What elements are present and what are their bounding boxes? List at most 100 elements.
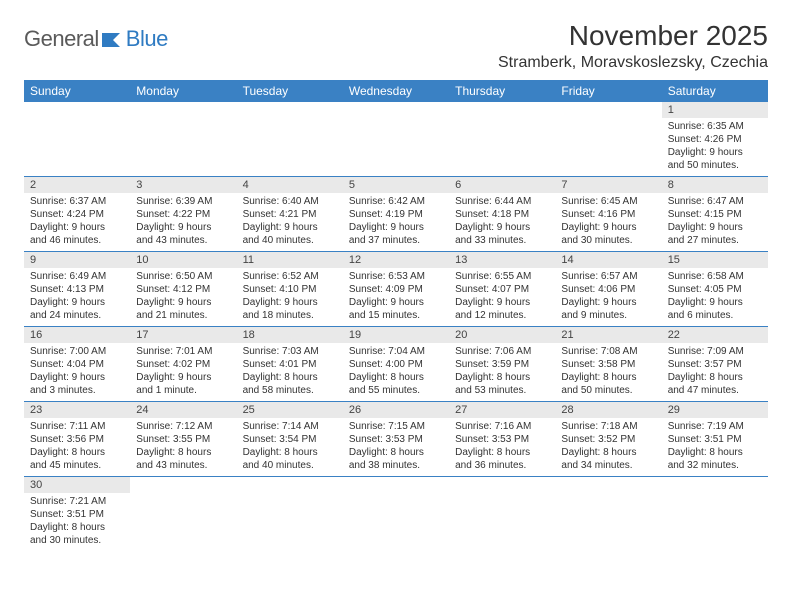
calendar-cell: 3Sunrise: 6:39 AMSunset: 4:22 PMDaylight… — [130, 177, 236, 252]
calendar-cell — [237, 102, 343, 177]
day-body: Sunrise: 6:47 AMSunset: 4:15 PMDaylight:… — [662, 193, 768, 251]
day-sunrise: Sunrise: 7:08 AM — [561, 345, 655, 358]
day-day1: Daylight: 8 hours — [561, 371, 655, 384]
day-day2: and 1 minute. — [136, 384, 230, 397]
day-sunrise: Sunrise: 6:35 AM — [668, 120, 762, 133]
day-day2: and 38 minutes. — [349, 459, 443, 472]
day-day1: Daylight: 9 hours — [243, 296, 337, 309]
calendar-row: 1Sunrise: 6:35 AMSunset: 4:26 PMDaylight… — [24, 102, 768, 177]
logo-text-blue: Blue — [126, 26, 168, 52]
day-body: Sunrise: 6:53 AMSunset: 4:09 PMDaylight:… — [343, 268, 449, 326]
day-body: Sunrise: 7:00 AMSunset: 4:04 PMDaylight:… — [24, 343, 130, 401]
day-sunset: Sunset: 4:04 PM — [30, 358, 124, 371]
day-day2: and 24 minutes. — [30, 309, 124, 322]
calendar-cell — [343, 477, 449, 552]
calendar-cell: 20Sunrise: 7:06 AMSunset: 3:59 PMDayligh… — [449, 327, 555, 402]
day-sunset: Sunset: 3:53 PM — [455, 433, 549, 446]
calendar-cell: 7Sunrise: 6:45 AMSunset: 4:16 PMDaylight… — [555, 177, 661, 252]
day-day1: Daylight: 8 hours — [30, 521, 124, 534]
day-day2: and 47 minutes. — [668, 384, 762, 397]
day-day1: Daylight: 9 hours — [30, 296, 124, 309]
day-sunset: Sunset: 3:58 PM — [561, 358, 655, 371]
weekday-header: Wednesday — [343, 80, 449, 102]
day-day2: and 34 minutes. — [561, 459, 655, 472]
day-day1: Daylight: 9 hours — [136, 221, 230, 234]
day-sunrise: Sunrise: 6:52 AM — [243, 270, 337, 283]
day-sunset: Sunset: 4:21 PM — [243, 208, 337, 221]
calendar-cell: 23Sunrise: 7:11 AMSunset: 3:56 PMDayligh… — [24, 402, 130, 477]
day-day2: and 50 minutes. — [668, 159, 762, 172]
day-day1: Daylight: 8 hours — [349, 446, 443, 459]
day-day1: Daylight: 9 hours — [136, 371, 230, 384]
logo-text-general: General — [24, 26, 99, 52]
day-number: 26 — [343, 402, 449, 418]
title-block: November 2025 Stramberk, Moravskoslezsky… — [498, 20, 768, 72]
weekday-header: Friday — [555, 80, 661, 102]
day-sunset: Sunset: 3:52 PM — [561, 433, 655, 446]
day-number: 20 — [449, 327, 555, 343]
day-body: Sunrise: 6:39 AMSunset: 4:22 PMDaylight:… — [130, 193, 236, 251]
calendar-cell: 19Sunrise: 7:04 AMSunset: 4:00 PMDayligh… — [343, 327, 449, 402]
calendar-cell: 13Sunrise: 6:55 AMSunset: 4:07 PMDayligh… — [449, 252, 555, 327]
calendar-row: 16Sunrise: 7:00 AMSunset: 4:04 PMDayligh… — [24, 327, 768, 402]
day-sunset: Sunset: 3:57 PM — [668, 358, 762, 371]
header: General Blue November 2025 Stramberk, Mo… — [24, 20, 768, 72]
day-number: 25 — [237, 402, 343, 418]
calendar-cell: 8Sunrise: 6:47 AMSunset: 4:15 PMDaylight… — [662, 177, 768, 252]
day-number: 19 — [343, 327, 449, 343]
day-day1: Daylight: 8 hours — [136, 446, 230, 459]
weekday-header: Tuesday — [237, 80, 343, 102]
day-day1: Daylight: 9 hours — [30, 221, 124, 234]
day-day1: Daylight: 9 hours — [455, 296, 549, 309]
day-body: Sunrise: 7:21 AMSunset: 3:51 PMDaylight:… — [24, 493, 130, 551]
day-sunset: Sunset: 4:26 PM — [668, 133, 762, 146]
weekday-header: Thursday — [449, 80, 555, 102]
calendar-cell: 6Sunrise: 6:44 AMSunset: 4:18 PMDaylight… — [449, 177, 555, 252]
day-day2: and 27 minutes. — [668, 234, 762, 247]
day-day2: and 32 minutes. — [668, 459, 762, 472]
day-day2: and 40 minutes. — [243, 234, 337, 247]
day-number: 16 — [24, 327, 130, 343]
day-day1: Daylight: 9 hours — [136, 296, 230, 309]
day-day2: and 3 minutes. — [30, 384, 124, 397]
day-sunrise: Sunrise: 6:45 AM — [561, 195, 655, 208]
day-sunset: Sunset: 4:01 PM — [243, 358, 337, 371]
page-title: November 2025 — [498, 20, 768, 52]
page-subtitle: Stramberk, Moravskoslezsky, Czechia — [498, 54, 768, 72]
calendar-cell — [555, 102, 661, 177]
day-sunset: Sunset: 3:53 PM — [349, 433, 443, 446]
flag-icon — [102, 31, 124, 52]
calendar-cell: 12Sunrise: 6:53 AMSunset: 4:09 PMDayligh… — [343, 252, 449, 327]
day-number: 18 — [237, 327, 343, 343]
calendar-cell — [237, 477, 343, 552]
day-body: Sunrise: 6:40 AMSunset: 4:21 PMDaylight:… — [237, 193, 343, 251]
day-sunrise: Sunrise: 6:53 AM — [349, 270, 443, 283]
day-number: 4 — [237, 177, 343, 193]
day-sunset: Sunset: 4:13 PM — [30, 283, 124, 296]
day-day1: Daylight: 9 hours — [561, 221, 655, 234]
calendar-cell: 29Sunrise: 7:19 AMSunset: 3:51 PMDayligh… — [662, 402, 768, 477]
day-body: Sunrise: 7:09 AMSunset: 3:57 PMDaylight:… — [662, 343, 768, 401]
calendar-cell: 24Sunrise: 7:12 AMSunset: 3:55 PMDayligh… — [130, 402, 236, 477]
day-day1: Daylight: 8 hours — [455, 446, 549, 459]
day-body: Sunrise: 7:11 AMSunset: 3:56 PMDaylight:… — [24, 418, 130, 476]
calendar-row: 2Sunrise: 6:37 AMSunset: 4:24 PMDaylight… — [24, 177, 768, 252]
day-day1: Daylight: 9 hours — [349, 221, 443, 234]
day-sunset: Sunset: 4:02 PM — [136, 358, 230, 371]
calendar-cell: 4Sunrise: 6:40 AMSunset: 4:21 PMDaylight… — [237, 177, 343, 252]
day-sunrise: Sunrise: 6:39 AM — [136, 195, 230, 208]
day-body: Sunrise: 7:18 AMSunset: 3:52 PMDaylight:… — [555, 418, 661, 476]
day-sunset: Sunset: 4:18 PM — [455, 208, 549, 221]
day-day2: and 9 minutes. — [561, 309, 655, 322]
day-body: Sunrise: 7:14 AMSunset: 3:54 PMDaylight:… — [237, 418, 343, 476]
day-number: 29 — [662, 402, 768, 418]
day-sunrise: Sunrise: 6:40 AM — [243, 195, 337, 208]
day-day1: Daylight: 9 hours — [349, 296, 443, 309]
calendar-cell — [449, 477, 555, 552]
calendar-cell: 27Sunrise: 7:16 AMSunset: 3:53 PMDayligh… — [449, 402, 555, 477]
day-sunrise: Sunrise: 6:44 AM — [455, 195, 549, 208]
calendar-cell: 16Sunrise: 7:00 AMSunset: 4:04 PMDayligh… — [24, 327, 130, 402]
day-day2: and 40 minutes. — [243, 459, 337, 472]
calendar-cell: 15Sunrise: 6:58 AMSunset: 4:05 PMDayligh… — [662, 252, 768, 327]
weekday-header: Sunday — [24, 80, 130, 102]
